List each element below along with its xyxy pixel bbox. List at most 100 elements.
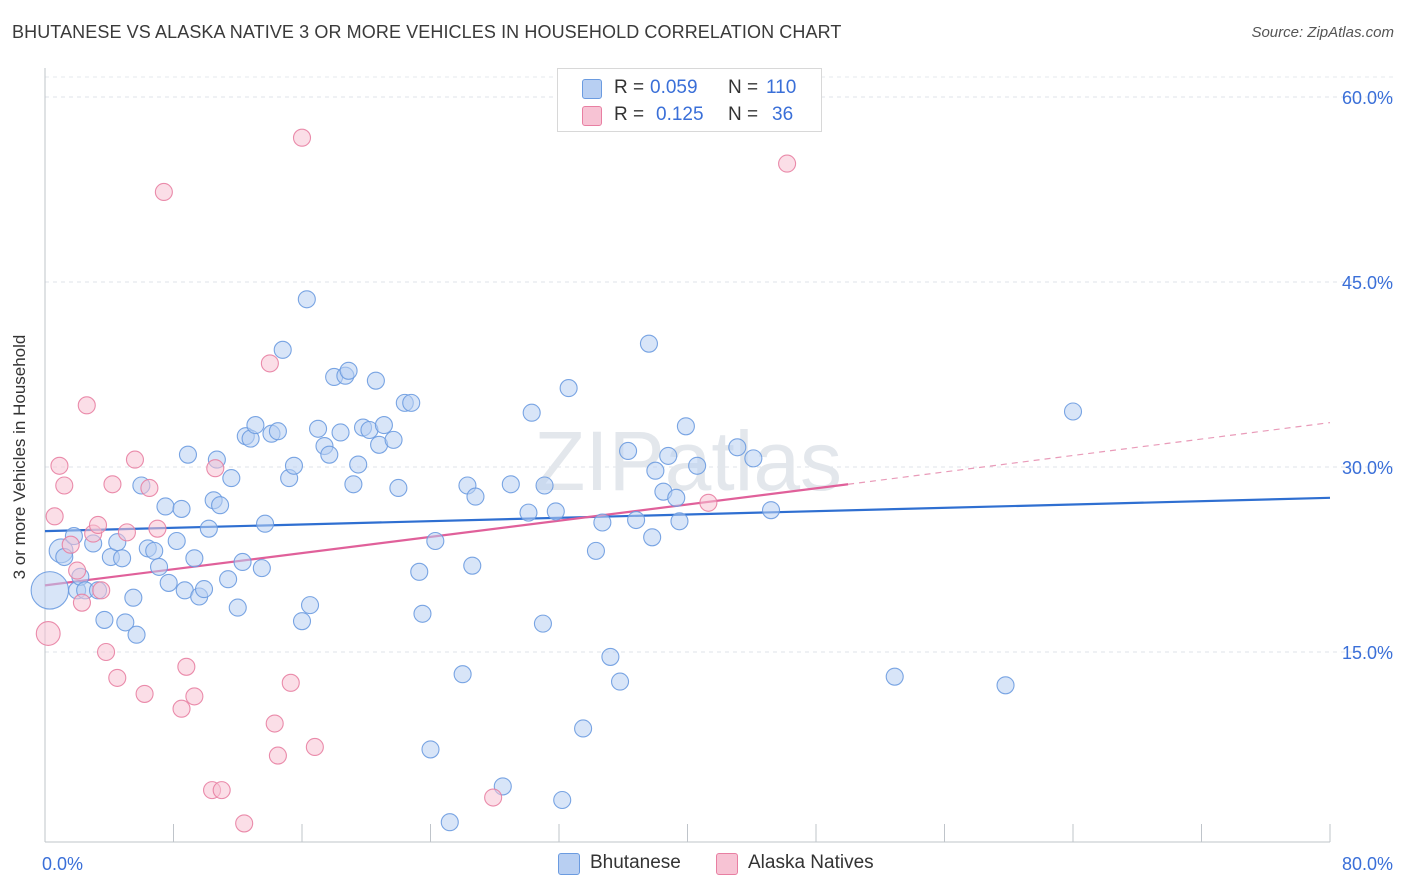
data-point [154,182,173,202]
data-point [305,737,324,757]
data-point [643,528,662,547]
data-point [421,740,440,759]
bottom-legend-label: Alaska Natives [748,852,874,873]
data-point [453,665,472,684]
chart-title: BHUTANESE VS ALASKA NATIVE 3 OR MORE VEH… [12,22,842,42]
data-point [646,461,665,480]
data-point [344,475,363,494]
data-point [593,513,612,532]
bottom-legend-swatch-alaska-natives [716,853,738,875]
bottom-legend-label: Bhutanese [590,852,681,873]
data-point [68,561,87,580]
data-point [535,476,554,495]
source-note: Source: ZipAtlas.com [1251,24,1394,41]
data-point [273,340,292,359]
data-point [222,469,241,488]
data-point [574,719,593,738]
data-point [1063,402,1083,421]
data-point [466,487,485,506]
series-bhutanese-points [30,290,1083,832]
y-tick-label: 30.0% [1342,458,1393,478]
y-tick-label: 60.0% [1342,88,1393,108]
data-point [95,610,114,629]
data-point [125,450,144,469]
data-point [389,478,408,498]
data-point [135,684,154,703]
data-point [627,510,646,530]
data-point [586,541,605,560]
data-point [728,438,747,457]
x-tick-label: 0.0% [42,854,83,874]
data-point [156,497,175,516]
data-point [88,515,108,535]
data-point [145,541,164,560]
axes [44,68,1331,843]
data-point [699,493,718,512]
data-point [659,446,678,465]
stats-legend: R = 0.059 N = 110 R = 0.125 N = 36 [557,68,822,132]
data-point [292,612,312,631]
data-point [268,422,287,441]
data-point [219,570,238,589]
data-point [194,580,214,599]
legend-n-value: 36 [772,104,794,125]
legend-r-label: R = [614,77,645,98]
data-point [619,441,638,461]
data-point [246,416,265,435]
data-point [413,604,432,623]
data-point [522,403,541,422]
data-point [256,514,275,533]
data-point [265,714,284,733]
legend-swatch-alaska-natives [582,106,602,126]
data-point [744,449,763,468]
data-point [127,625,146,644]
trend-line-alaska-natives-extension [848,422,1331,485]
data-point [178,445,198,464]
data-point [384,430,403,449]
data-point [233,552,252,572]
data-point [885,667,904,686]
data-point [199,519,218,538]
data-point [610,672,630,691]
data-point [463,556,482,575]
data-point [553,790,572,810]
series-alaska-natives-points [35,128,797,833]
data-point [268,746,287,765]
data-point [501,475,520,494]
data-point [108,668,127,687]
data-point [639,334,659,353]
data-point [185,687,204,706]
data-point [117,523,136,542]
legend-r-value: 0.125 [656,104,704,125]
data-point [410,562,429,581]
data-point [440,813,459,832]
data-point [235,814,254,833]
data-point [172,499,191,518]
data-point [212,781,231,800]
data-point [670,512,689,531]
legend-swatch-bhutanese [582,79,602,99]
data-point [103,475,122,494]
legend-r-value: 0.059 [650,77,698,98]
data-point [519,503,538,522]
data-point [96,642,116,662]
y-axis-label: 3 or more Vehicles in Household [10,334,29,580]
data-point [167,531,186,551]
data-point [374,416,393,435]
data-point [366,371,385,390]
data-point [484,788,503,807]
data-point [676,417,695,436]
bottom-legend-swatch-bhutanese [558,853,580,875]
tick-labels: 15.0% 30.0% 45.0% 60.0% 0.0% 80.0% [42,88,1393,874]
data-point [113,549,132,568]
data-point [601,647,620,666]
data-point [124,588,143,607]
data-point [297,290,316,309]
data-point [140,478,159,498]
data-point [148,519,167,538]
data-point [300,596,320,615]
data-point [116,613,135,632]
data-point [331,423,350,442]
data-point [309,419,328,438]
